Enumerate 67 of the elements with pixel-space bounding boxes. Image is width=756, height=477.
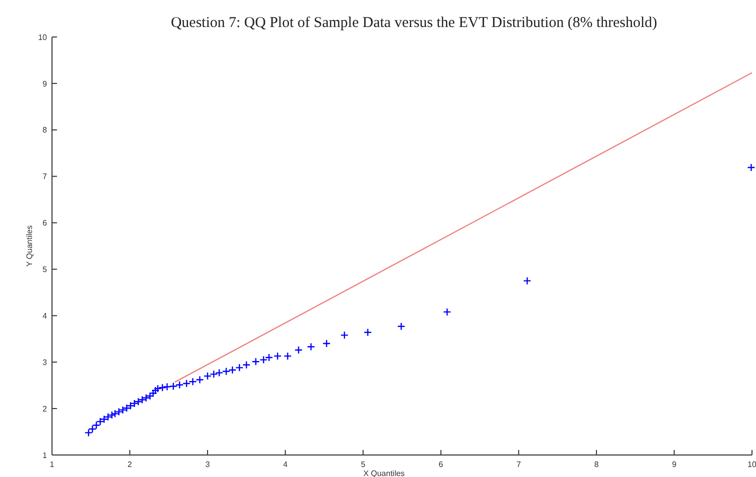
x-tick-label: 3 <box>205 460 210 469</box>
point <box>188 378 197 386</box>
point <box>96 417 104 426</box>
point <box>151 386 160 395</box>
point <box>306 342 316 351</box>
point <box>340 331 349 340</box>
x-tick-label: 2 <box>128 460 133 469</box>
x-tick-label: 10 <box>748 460 756 469</box>
x-tick-label: 5 <box>360 460 366 469</box>
point <box>158 384 167 392</box>
chart-title: Question 7: QQ Plot of Sample Data versus the EVT Distribution (8% threshold) <box>170 15 658 31</box>
y-tick-label: 1 <box>42 450 48 460</box>
point <box>134 397 142 406</box>
point <box>84 428 93 437</box>
point <box>284 352 292 360</box>
x-tick-label: 7 <box>516 460 522 469</box>
y-tick-label: 5 <box>42 265 48 274</box>
point <box>322 339 331 348</box>
point <box>154 384 162 393</box>
point <box>523 276 532 285</box>
point <box>242 360 251 369</box>
point <box>228 366 237 374</box>
point <box>443 308 452 316</box>
point <box>252 358 260 366</box>
point <box>273 352 282 360</box>
x-tick-label: 4 <box>283 460 288 469</box>
point <box>104 412 112 422</box>
point <box>747 163 756 172</box>
point <box>122 404 131 412</box>
y-tick-label: 3 <box>42 358 48 367</box>
point <box>138 396 146 404</box>
point <box>126 402 135 410</box>
point <box>92 421 100 430</box>
point <box>182 379 191 388</box>
point <box>259 356 268 364</box>
point <box>264 353 274 362</box>
point <box>163 382 172 391</box>
point <box>294 346 303 354</box>
y-tick-label: 8 <box>42 126 48 135</box>
y-tick-label: 7 <box>42 172 48 182</box>
point <box>146 392 154 400</box>
point <box>222 367 230 376</box>
point <box>142 394 150 402</box>
point <box>118 406 127 414</box>
point <box>397 322 406 330</box>
x-tick-label: 1 <box>50 460 55 469</box>
x-tick-label: 6 <box>438 460 444 469</box>
point <box>169 382 178 390</box>
point <box>364 328 372 336</box>
point <box>114 408 123 416</box>
y-tick-label: 4 <box>42 311 48 320</box>
point <box>88 424 97 434</box>
x-tick-label: 9 <box>672 460 677 469</box>
point <box>210 370 218 378</box>
point <box>215 368 224 377</box>
point <box>100 415 108 424</box>
point <box>203 372 212 380</box>
x-tick-label: 8 <box>594 460 600 469</box>
point <box>130 399 139 408</box>
y-axis-title: Y Quantiles <box>25 225 34 267</box>
y-tick-label: 6 <box>42 218 48 228</box>
y-tick-label: 10 <box>38 32 48 42</box>
y-tick-label: 2 <box>42 404 48 414</box>
point <box>235 364 244 372</box>
y-tick-label: 9 <box>42 79 48 88</box>
point <box>196 376 204 384</box>
point <box>175 380 184 389</box>
